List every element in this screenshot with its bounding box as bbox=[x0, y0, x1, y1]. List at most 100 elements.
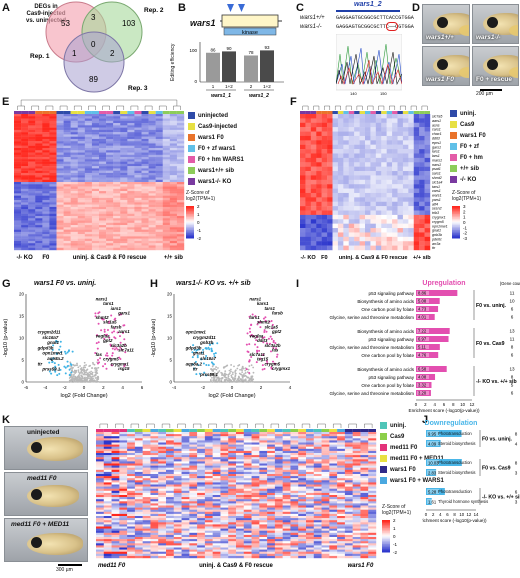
heatmap-f-cell bbox=[365, 114, 371, 119]
bar-xtick: 12 bbox=[470, 402, 475, 407]
heatmap-k-cell bbox=[290, 440, 299, 443]
heatmap-e-cell bbox=[28, 236, 36, 239]
heatmap-e-cell bbox=[176, 150, 185, 153]
heatmap-k-cell bbox=[228, 513, 237, 517]
heatmap-k-cell bbox=[228, 490, 237, 494]
heatmap-e-cell bbox=[56, 154, 64, 158]
scale-f-cell bbox=[452, 228, 460, 231]
chrom-axis-150: 150 bbox=[380, 91, 387, 96]
heatmap-e-cell bbox=[70, 184, 78, 187]
heatmap-f-cell bbox=[413, 192, 420, 198]
heatmap-e-cell bbox=[14, 184, 22, 187]
heatmap-k-cell bbox=[290, 505, 299, 508]
legend-f-swatch bbox=[450, 176, 457, 183]
heatmap-f-colorbar-cell bbox=[310, 111, 317, 114]
heatmap-k-cell bbox=[228, 442, 237, 445]
heatmap-e-cell bbox=[134, 134, 142, 137]
heatmap-k-cell bbox=[228, 438, 237, 441]
heatmap-k-cell bbox=[290, 478, 299, 481]
heatmap-e-cell bbox=[99, 127, 107, 131]
heatmap-k-cell bbox=[321, 446, 330, 449]
heatmap-e-cell bbox=[99, 240, 107, 244]
heatmap-k-cell bbox=[360, 446, 369, 449]
bar-term-label: p53 signaling pathway bbox=[369, 375, 415, 380]
heatmap-k-cell bbox=[337, 432, 346, 435]
heatmap-e-cell bbox=[141, 141, 149, 144]
volcano-point-up bbox=[275, 355, 278, 358]
heatmap-e-cell bbox=[70, 129, 78, 133]
heatmap-f-cell bbox=[408, 135, 414, 141]
heatmap-e-cell bbox=[99, 141, 107, 144]
heatmap-e-cell bbox=[63, 157, 71, 160]
heatmap-k-cell bbox=[243, 453, 252, 456]
volcano-point-down bbox=[66, 365, 69, 368]
volcano-point-ns bbox=[77, 369, 80, 372]
heatmap-f-cell bbox=[386, 214, 393, 220]
heatmap-k-cell bbox=[228, 480, 237, 483]
heatmap-k-cell bbox=[337, 438, 346, 441]
heatmap-k-cell bbox=[103, 467, 112, 470]
heatmap-k-cell bbox=[119, 446, 128, 449]
heatmap-f-cell bbox=[310, 188, 317, 194]
volcano-ytick: 0 bbox=[169, 380, 172, 385]
heatmap-e-cell bbox=[21, 204, 29, 208]
heatmap-f-cell bbox=[386, 131, 393, 137]
heatmap-f-gene-label: eprs1 bbox=[432, 141, 441, 145]
heatmap-e-cell bbox=[14, 211, 22, 214]
bar-xtick: 2 bbox=[424, 402, 427, 407]
scale-e-cell bbox=[186, 209, 194, 212]
heatmap-e-cell bbox=[162, 125, 171, 128]
volcano-point-up bbox=[102, 318, 105, 321]
heatmap-f-gene-label: psat1 bbox=[431, 167, 441, 171]
heatmap-k-cell bbox=[103, 442, 112, 445]
heatmap-k-cell bbox=[360, 480, 369, 483]
heatmap-e-cell bbox=[14, 236, 22, 239]
heatmap-k-cell bbox=[290, 461, 299, 464]
bar-value-box bbox=[417, 315, 429, 319]
heatmap-k-colorbar-cell bbox=[344, 429, 353, 432]
heatmap-k-cell bbox=[197, 492, 206, 496]
volcano-point-ns bbox=[228, 378, 231, 380]
heatmap-e-cell bbox=[49, 191, 57, 194]
heatmap-k-cell bbox=[166, 513, 174, 517]
heatmap-e-cell bbox=[77, 200, 86, 203]
heatmap-e-cell bbox=[148, 216, 156, 219]
heatmap-k-cell bbox=[212, 511, 221, 515]
volcano-point-down bbox=[191, 351, 194, 354]
heatmap-k-cell bbox=[321, 438, 330, 441]
heatmap-k-cell bbox=[96, 497, 104, 500]
heatmap-f-cell bbox=[348, 201, 355, 207]
heatmap-k-cell bbox=[166, 520, 174, 523]
heatmap-e-cell bbox=[63, 163, 71, 167]
volcano-point-up bbox=[263, 329, 266, 332]
heatmap-k-cell bbox=[181, 511, 190, 515]
heatmap-e-cell bbox=[155, 191, 163, 194]
heatmap-f-cell bbox=[337, 223, 344, 229]
heatmap-f-cell bbox=[343, 188, 349, 194]
heatmap-k-cell bbox=[181, 516, 190, 519]
heatmap-k-cell bbox=[337, 482, 346, 485]
heatmap-k-cell bbox=[103, 465, 112, 468]
heatmap-e-cell bbox=[148, 184, 156, 187]
heatmap-f-cell bbox=[370, 114, 377, 119]
heatmap-k-cell bbox=[274, 499, 283, 502]
heatmap-k-cell bbox=[127, 516, 136, 519]
heatmap-k-cell bbox=[337, 488, 346, 491]
heatmap-k-cell bbox=[228, 507, 237, 510]
heatmap-k-cell bbox=[243, 516, 252, 519]
heatmap-k-cell bbox=[134, 505, 143, 508]
heatmap-e-cell bbox=[35, 132, 43, 135]
heatmap-f-cell bbox=[370, 153, 377, 159]
volcano-point-down bbox=[213, 355, 216, 358]
heatmap-k-cell bbox=[321, 442, 330, 445]
heatmap-f-cell bbox=[300, 210, 306, 216]
heatmap-e-cell bbox=[148, 114, 156, 117]
heatmap-e-cell bbox=[120, 172, 128, 176]
heatmap-k-cell bbox=[282, 480, 291, 483]
heatmap-e-cell bbox=[148, 182, 156, 185]
heatmap-f-cell bbox=[310, 245, 317, 251]
heatmap-k-cell bbox=[243, 513, 252, 517]
heatmap-e-cell bbox=[127, 220, 135, 223]
heatmap-k-cell bbox=[96, 436, 104, 439]
heatmap-k-cell bbox=[212, 490, 221, 494]
